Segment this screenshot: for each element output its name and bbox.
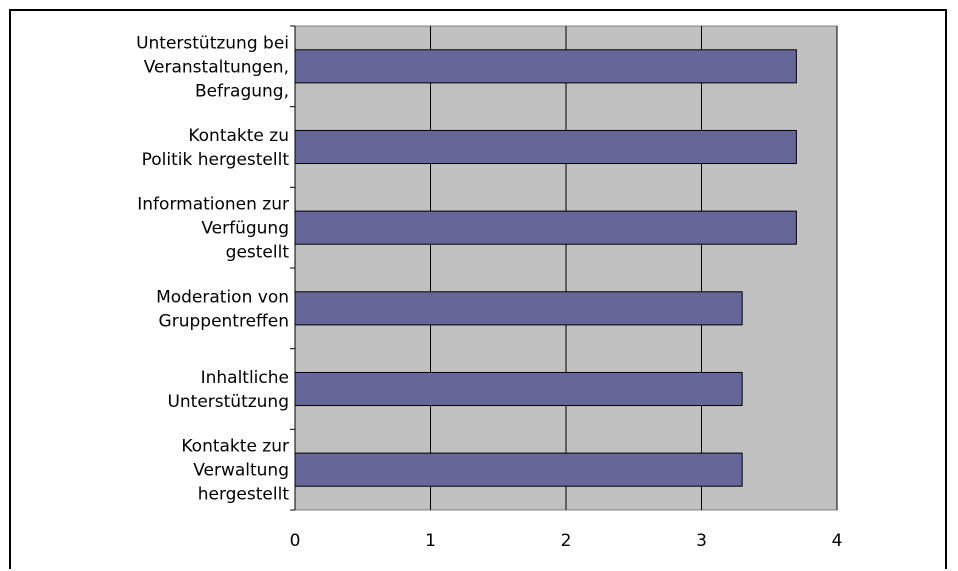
bar-3: [294, 210, 797, 245]
category-label-line: hergestellt: [198, 485, 290, 505]
category-label-line: Politik hergestellt: [142, 150, 290, 170]
category-label-line: gestellt: [226, 243, 290, 263]
category-label-5: Inhaltliche Unterstützung: [167, 368, 289, 412]
category-label-line: Kontakte zu: [188, 126, 289, 146]
bars: [294, 49, 797, 487]
category-label-4: Moderation von Gruppentreffen: [156, 287, 289, 331]
category-label-2: Kontakte zu Politik hergestellt: [142, 126, 290, 170]
category-label-line: Gruppentreffen: [159, 311, 289, 331]
category-label-line: Befragung,: [195, 81, 289, 101]
category-label-3: Informationen zur Verfügung gestellt: [137, 195, 289, 263]
x-tick-label-1: 1: [425, 531, 436, 551]
axes: [290, 25, 296, 511]
category-labels: Unterstützung bei Veranstaltungen, Befragu…: [136, 33, 289, 504]
category-label-line: Verfügung: [201, 219, 289, 239]
category-label-line: Unterstützung bei: [136, 33, 289, 53]
bar-2: [294, 129, 797, 165]
bar-chart: Unterstützung bei Veranstaltungen, Befragu…: [136, 25, 843, 551]
x-tick-label-3: 3: [696, 531, 707, 551]
category-label-line: Informationen zur: [137, 195, 289, 215]
bar-5: [294, 371, 743, 407]
category-label-line: Moderation von: [156, 287, 289, 307]
category-label-line: Inhaltliche: [201, 368, 289, 388]
category-label-line: Verwaltung: [193, 461, 289, 481]
category-label-line: Veranstaltungen,: [144, 57, 289, 77]
category-label-6: Kontakte zur Verwaltung hergestellt: [181, 437, 289, 505]
gridlines: [430, 26, 838, 510]
x-tick-label-4: 4: [832, 531, 843, 551]
category-label-1: Unterstützung bei Veranstaltungen, Befragu…: [136, 33, 289, 101]
bar-1: [294, 49, 797, 84]
bar-4: [294, 291, 743, 326]
x-tick-labels: 0 1 2 3 4: [290, 531, 843, 551]
category-label-line: Kontakte zur: [181, 437, 289, 457]
category-label-line: Unterstützung: [167, 392, 289, 412]
x-tick-label-2: 2: [561, 531, 572, 551]
chart-frame: Unterstützung bei Veranstaltungen, Befragu…: [9, 9, 947, 569]
bar-6: [294, 452, 743, 487]
x-tick-label-0: 0: [290, 531, 301, 551]
